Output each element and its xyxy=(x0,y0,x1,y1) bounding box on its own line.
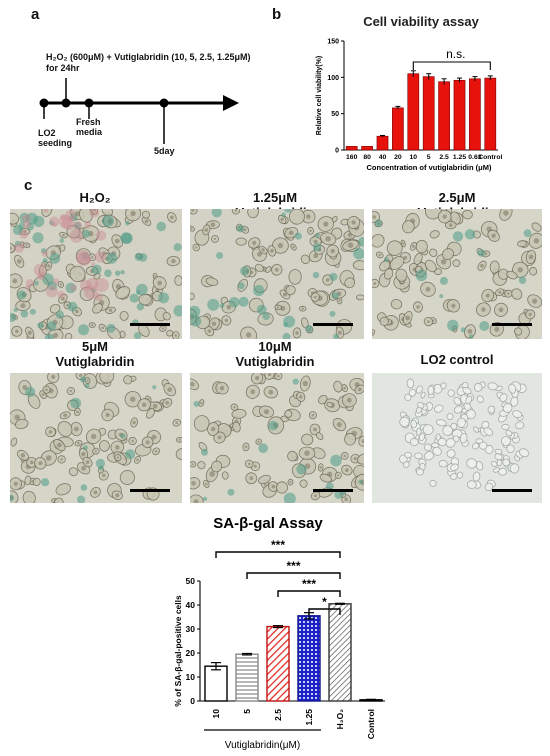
significance-label: * xyxy=(322,595,327,609)
y-tick-label: 10 xyxy=(186,672,196,682)
timeline-event-label: 5day xyxy=(154,146,175,156)
significance-bracket xyxy=(277,590,341,597)
x-axis-label: Vutiglabridin(μM) xyxy=(225,740,300,751)
timeline-dot-treatment xyxy=(61,98,71,108)
micrograph-lo2-control xyxy=(372,373,542,503)
sa-beta-gal-chart: SA-β-gal Assay 0 10 20 30 40 50% of SA-β-gal-p… xyxy=(173,515,385,751)
significance-label: n.s. xyxy=(446,47,465,61)
significance-bracket xyxy=(215,551,341,558)
timeline-dot-seeding xyxy=(39,98,49,108)
micrograph-title: 10μM Vutiglabridin xyxy=(235,339,315,369)
x-tick-label: 0.63 xyxy=(468,154,481,161)
scale-bar xyxy=(130,323,170,326)
x-tick-label: H₂O₂ xyxy=(335,709,345,730)
x-tick-label: Control xyxy=(478,154,502,161)
x-tick-label: 160 xyxy=(346,154,358,161)
timeline-event-label: LO2 seeding xyxy=(38,128,73,148)
y-tick-label: 50 xyxy=(331,111,339,118)
bar-10 xyxy=(407,73,420,151)
bar-h2o2 xyxy=(328,603,352,702)
timeline-event-label: Fresh media xyxy=(76,117,103,137)
x-tick-label: 1.25 xyxy=(304,709,314,726)
bar-20 xyxy=(392,107,404,151)
panel-label-a: a xyxy=(31,6,40,23)
micrograph-title: H₂O₂ xyxy=(79,190,111,205)
y-tick-label: 150 xyxy=(327,39,339,46)
timeline-dot-day5 xyxy=(159,98,169,108)
bar-5 xyxy=(235,653,259,702)
scale-bar xyxy=(130,489,170,492)
bar-1.25 xyxy=(453,79,466,151)
y-axis-label: Relative cell viability(%) xyxy=(316,56,323,135)
bar-40 xyxy=(376,135,389,151)
significance-bracket xyxy=(246,572,341,579)
x-tick-label: 5 xyxy=(427,154,431,161)
cell-viability-chart: Cell viability assay 0 50 100 150 Relative ce… xyxy=(316,14,502,172)
significance-bracket xyxy=(308,608,341,615)
significance-label: *** xyxy=(286,559,300,573)
significance-label: *** xyxy=(302,577,316,591)
x-tick-label: Control xyxy=(366,709,376,739)
x-tick-label: 80 xyxy=(363,154,371,161)
x-tick-label: 10 xyxy=(410,154,418,161)
y-tick-label: 20 xyxy=(186,648,196,658)
x-tick-label: 5 xyxy=(242,709,252,714)
timeline-duration-label: for 24hr xyxy=(46,63,80,73)
bar-80 xyxy=(361,146,373,151)
timeline-dot-media xyxy=(84,98,94,108)
bar-2.5 xyxy=(266,625,290,702)
x-tick-label: 2.5 xyxy=(273,709,283,721)
bar-1.25 xyxy=(297,615,321,702)
panel-label-b: b xyxy=(272,6,282,23)
y-tick-label: 100 xyxy=(327,75,339,82)
micrograph-title: 5μM Vutiglabridin xyxy=(55,339,135,369)
y-tick-label: 40 xyxy=(186,600,196,610)
bar-10 xyxy=(204,665,228,702)
significance-label: *** xyxy=(271,538,285,552)
bar-5 xyxy=(422,76,435,151)
y-tick-label: 30 xyxy=(186,624,196,634)
timeline-treatment-label: H₂O₂ (600μM) + Vutiglabridin (10, 5, 2.5… xyxy=(46,52,251,62)
bar-Control xyxy=(484,77,497,151)
scale-bar xyxy=(313,323,353,326)
scale-bar xyxy=(492,323,532,326)
y-tick-label: 0 xyxy=(335,148,339,155)
x-tick-label: 40 xyxy=(379,154,387,161)
timeline-arrow xyxy=(39,78,239,144)
x-tick-label: 1.25 xyxy=(453,154,466,161)
panel-label-c: c xyxy=(24,177,33,194)
x-tick-label: 2.5 xyxy=(439,154,449,161)
x-tick-label: 20 xyxy=(394,154,402,161)
scale-bar xyxy=(313,489,353,492)
micrograph-1-25um xyxy=(190,209,364,339)
x-axis-label: Concentration of vutiglabridin (μM) xyxy=(367,163,492,172)
bar-2.5 xyxy=(438,81,450,151)
significance-bracket xyxy=(412,61,491,70)
y-tick-label: 0 xyxy=(190,696,195,706)
micrograph-title: LO2 control xyxy=(420,352,494,367)
micrograph-10um xyxy=(190,373,364,503)
y-tick-label: 50 xyxy=(186,576,196,586)
x-tick-label: 10 xyxy=(211,709,221,719)
chart-title: Cell viability assay xyxy=(363,14,479,29)
micrograph-2-5um xyxy=(372,209,542,339)
micrograph-h2o2 xyxy=(10,209,182,339)
bar-160 xyxy=(345,146,358,151)
scale-bar xyxy=(492,489,532,492)
chart-title: SA-β-gal Assay xyxy=(213,515,323,532)
bar-0.63 xyxy=(469,78,481,151)
experiment-timeline: H₂O₂ (600μM) + Vutiglabridin (10, 5, 2.5… xyxy=(20,40,250,170)
micrograph-5um xyxy=(10,373,182,503)
y-axis-label: % of SA-β-gal-positive cells xyxy=(173,595,183,707)
